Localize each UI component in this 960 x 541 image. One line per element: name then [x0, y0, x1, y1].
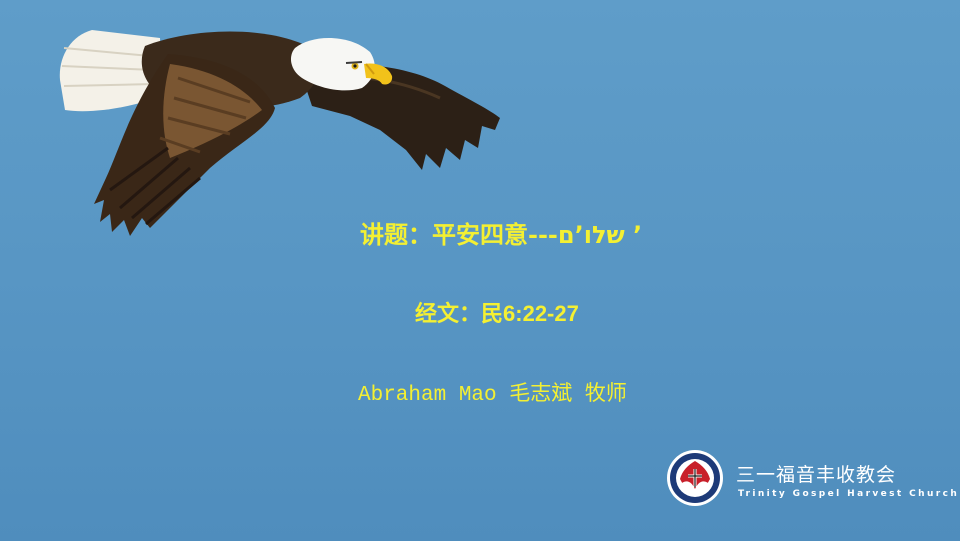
church-name-english: Trinity Gospel Harvest Church — [738, 489, 960, 499]
church-name-chinese: 三一福音丰收教会 — [736, 464, 897, 486]
church-logo-icon — [667, 450, 723, 506]
sermon-title-chinese: 讲题：平安四意--- — [360, 220, 558, 249]
sermon-title: 讲题：平安四意---’ שלו’ם — [360, 215, 642, 250]
speaker-name: Abraham Mao 毛志斌 牧师 — [358, 384, 627, 407]
sermon-title-hebrew: ’ שלו’ם — [557, 221, 643, 249]
scripture-reference: 经文：民6:22-27 — [415, 296, 579, 328]
scripture-verse: 6:22-27 — [503, 301, 579, 326]
scripture-label: 经文：民 — [415, 301, 504, 327]
flying-eagle-image — [59, 30, 500, 236]
